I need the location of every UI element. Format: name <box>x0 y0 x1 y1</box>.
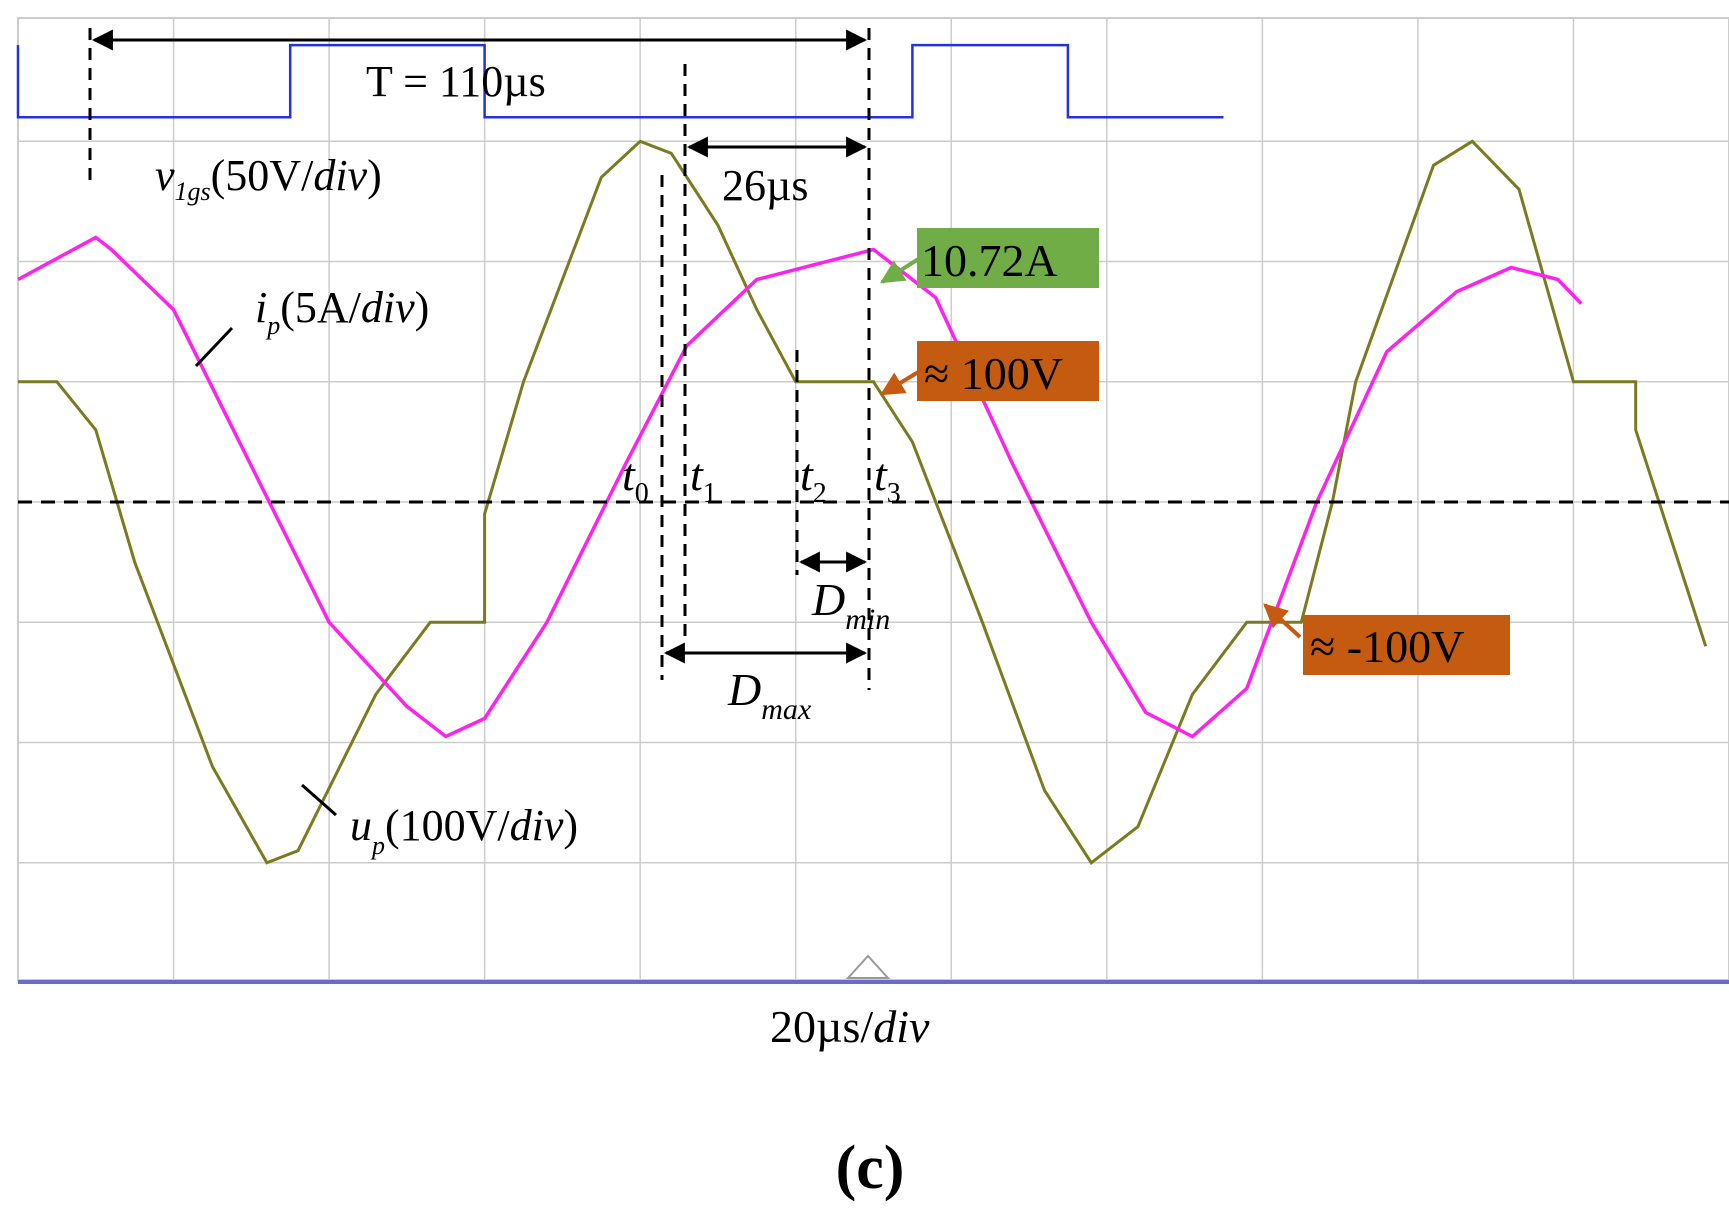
svg-text:10.72A: 10.72A <box>921 235 1058 286</box>
up-scale-label: up(100V/div) <box>301 783 578 860</box>
time-point-labels: t0 t1 t2 t3 <box>622 449 901 509</box>
svg-text:≈ -100V: ≈ -100V <box>1310 621 1464 672</box>
v1gs-scale-label: v1gs(50V/div) <box>155 151 382 206</box>
svg-text:v1gs(50V/div): v1gs(50V/div) <box>155 151 382 206</box>
dimension-arrows <box>91 29 868 664</box>
t1-label: t1 <box>690 449 717 509</box>
t3-label: t3 <box>874 449 901 509</box>
svg-text:up(100V/div): up(100V/div) <box>350 801 578 860</box>
scope-bottom-bar <box>18 980 1729 984</box>
period-label: T = 110µs <box>366 57 546 106</box>
peak-current-callout: 10.72A <box>879 228 1099 288</box>
positive-plateau-callout: ≈ 100V <box>879 341 1099 401</box>
svg-text:≈ 100V: ≈ 100V <box>924 348 1063 399</box>
dmin-label: Dmin <box>811 574 890 636</box>
svg-text:ip(5A/div): ip(5A/div) <box>255 283 429 340</box>
up-trace <box>18 139 1708 865</box>
t2-label: t2 <box>800 449 827 509</box>
negative-plateau-callout: ≈ -100V <box>1263 603 1510 675</box>
ip-trace <box>17 235 1583 739</box>
panel-label: (c) <box>836 1134 905 1202</box>
dmax-label: Dmax <box>727 664 812 726</box>
v1gs-trace <box>16 43 1224 119</box>
ip-scale-label: ip(5A/div) <box>194 283 429 368</box>
time-marker-lines <box>88 28 871 690</box>
timebase-label: 20µs/div <box>770 1001 930 1052</box>
t0-label: t0 <box>622 449 649 509</box>
pulse-width-label: 26µs <box>722 161 808 210</box>
trigger-marker <box>845 954 891 979</box>
